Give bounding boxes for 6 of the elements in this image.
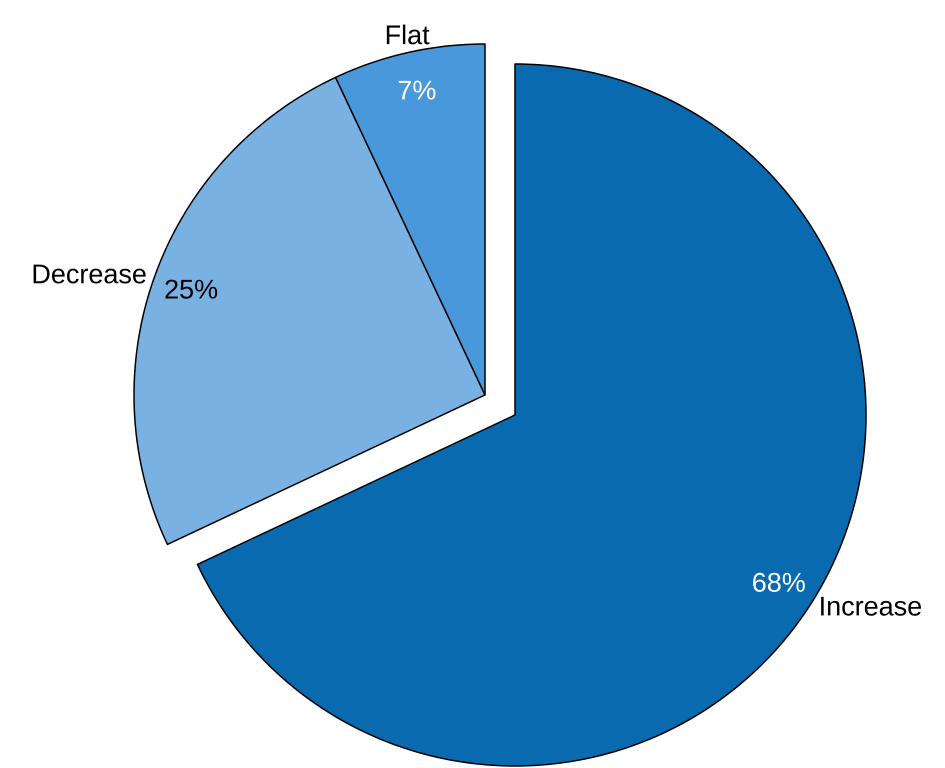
data-label: 68%: [753, 572, 805, 592]
data-label: 7%: [398, 80, 436, 100]
slice-label: Increase: [821, 596, 921, 616]
slice-label: Flat: [386, 24, 430, 44]
slice-label: Decrease: [34, 264, 146, 284]
data-label: 25%: [165, 280, 218, 299]
